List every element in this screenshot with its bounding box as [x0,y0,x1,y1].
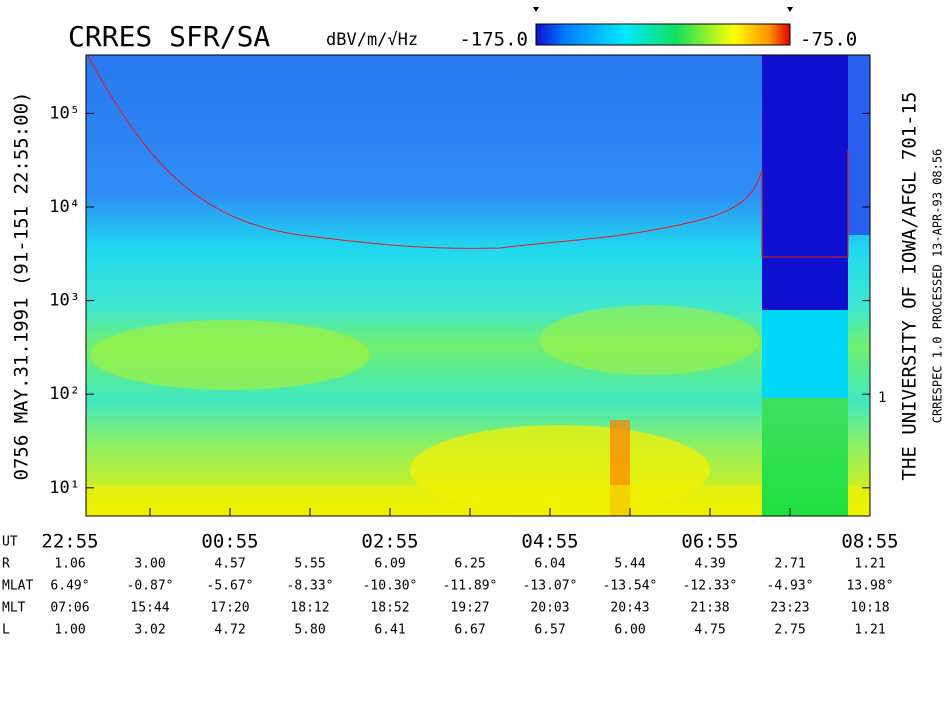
table-cell: -8.33° [287,579,334,594]
table-cell: 6.67 [454,623,485,638]
row-label: R [2,557,10,572]
table-cell: 2.75 [774,623,805,638]
table-cell: -5.67° [207,579,254,594]
left-caption: 0756 MAY.31.1991 (91-151 22:55:00) [11,92,33,481]
table-cell: 4.72 [214,623,245,638]
right-caption: THE UNIVERSITY OF IOWA/AFGL 701-15 [899,92,921,481]
y-tick-label: 10³ [49,291,80,311]
table-cell: -10.30° [363,579,418,594]
table-cell: 18:12 [290,601,329,616]
x-tick-label: 04:55 [521,531,578,553]
table-cell: 6.49° [50,579,89,594]
table-cell: 6.25 [454,557,485,572]
table-cell: 20:43 [610,601,649,616]
table-cell: 17:20 [210,601,249,616]
table-cell: -11.89° [443,579,498,594]
table-cell: 10:18 [850,601,889,616]
table-cell: 5.80 [294,623,325,638]
row-label: MLT [2,601,26,616]
table-cell: -0.87° [127,579,174,594]
table-cell: 23:23 [770,601,809,616]
table-cell: 15:44 [130,601,169,616]
table-cell: 1.06 [54,557,85,572]
table-cell: 1.00 [54,623,85,638]
table-cell: 4.57 [214,557,245,572]
table-cell: -4.93° [767,579,814,594]
colorbar-min: -175.0 [459,29,528,51]
colorbar-marker [533,7,793,12]
table-cell: 6.57 [534,623,565,638]
row-label: MLAT [2,579,33,594]
table-cell: 6.00 [614,623,645,638]
table-cell: 6.41 [374,623,405,638]
table-cell: 21:38 [690,601,729,616]
table-cell: 13.98° [847,579,894,594]
row-label: UT [2,535,18,550]
y-tick-label: 10² [49,384,80,404]
spectrogram [86,55,870,516]
y-tick-label: 10¹ [49,478,80,498]
table-cell: -12.33° [683,579,738,594]
table-cell: 1.21 [854,623,885,638]
table-cell: 4.39 [694,557,725,572]
x-tick-label: 08:55 [841,531,898,553]
table-cell: 18:52 [370,601,409,616]
right-caption-small: CRRESPEC 1.0 PROCESSED 13-APR-93 08:56 [931,149,945,424]
x-tick-label: 06:55 [681,531,738,553]
y-tick-label: 10⁴ [49,197,80,217]
table-cell: 3.02 [134,623,165,638]
chart-title: CRRES SFR/SA [68,20,270,53]
colorbar [535,23,791,46]
table-cell: 20:03 [530,601,569,616]
row-label: L [2,623,10,638]
colorbar-units: dBV/m/√Hz [326,30,418,50]
table-cell: -13.54° [603,579,658,594]
plot-frame [85,54,871,517]
table-cell: 2.71 [774,557,805,572]
table-cell: -13.07° [523,579,578,594]
table-cell: 07:06 [50,601,89,616]
table-cell: 6.09 [374,557,405,572]
table-cell: 19:27 [450,601,489,616]
x-tick-label: 22:55 [41,531,98,553]
table-cell: 5.44 [614,557,645,572]
table-cell: 4.75 [694,623,725,638]
y-tick-label: 10⁵ [49,103,80,123]
table-cell: 6.04 [534,557,565,572]
x-tick-label: 02:55 [361,531,418,553]
table-cell: 1.21 [854,557,885,572]
table-cell: 5.55 [294,557,325,572]
right-tick-label: 1 [878,390,886,406]
x-tick-label: 00:55 [201,531,258,553]
colorbar-max: -75.0 [800,29,857,51]
table-cell: 3.00 [134,557,165,572]
